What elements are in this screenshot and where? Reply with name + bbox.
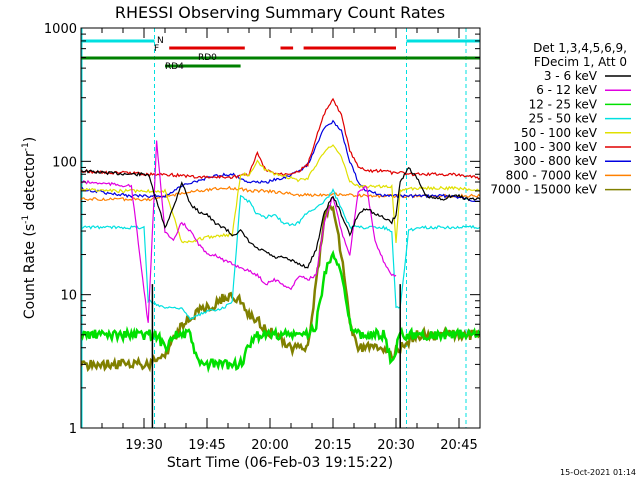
y-axis: 1 10 100 1000	[44, 22, 480, 437]
x-tick-label: 20:30	[377, 438, 414, 453]
y-tick-label: 1000	[44, 22, 77, 37]
x-tick-label: 20:00	[251, 438, 288, 453]
y-tick-label: 10	[60, 289, 77, 304]
series-line-100to300keV	[81, 97, 480, 180]
y-axis-label: Count Rate (s-1 detector-1)	[21, 137, 38, 319]
status-bar-label-rd4: RD4	[165, 62, 184, 72]
x-tick-label: 19:45	[188, 438, 225, 453]
series-line-300to800keV	[81, 119, 480, 203]
legend-entry-label: 100 - 300 keV	[513, 140, 597, 154]
series-line-12to25keV	[81, 249, 480, 374]
legend-entry-label: 12 - 25 keV	[529, 97, 598, 111]
x-tick-label: 20:45	[440, 438, 477, 453]
series-line-50to100keV	[81, 144, 480, 244]
series-line-25to50keV	[81, 188, 480, 321]
legend-entry-label: 800 - 7000 keV	[506, 168, 598, 182]
x-axis-label: Start Time (06-Feb-03 19:15:22)	[167, 455, 393, 471]
legend-header-line-1: Det 1,3,4,5,6,9,	[533, 41, 627, 55]
legend-entry-label: 6 - 12 keV	[536, 83, 598, 97]
series-line-3to6keV	[81, 167, 480, 269]
legend-entry-label: 300 - 800 keV	[513, 154, 597, 168]
legend-header-line-2: FDecim 1, Att 0	[534, 55, 627, 69]
plot-frame	[80, 27, 481, 429]
y-tick-label: 100	[52, 155, 77, 170]
status-bar-label-rd0: RD0	[198, 53, 217, 63]
x-tick-label: 20:15	[314, 438, 351, 453]
chart-title: RHESSI Observing Summary Count Rates	[115, 3, 445, 22]
y-tick-label: 1	[69, 422, 77, 437]
status-bar-label-f: F	[154, 44, 159, 54]
legend-entry-label: 7000 - 15000 keV	[490, 183, 597, 197]
x-tick-label: 19:30	[125, 438, 162, 453]
status-bar-label-n: N	[157, 36, 164, 46]
series-line-6to12keV	[81, 140, 397, 323]
legend-entry-label: 3 - 6 keV	[544, 69, 598, 83]
x-axis: 19:30 19:45 20:00 20:15 20:30 20:45	[80, 28, 481, 453]
legend-entry-label: 50 - 100 keV	[521, 126, 598, 140]
legend: Det 1,3,4,5,6,9, FDecim 1, Att 0 3 - 6 k…	[490, 41, 631, 197]
legend-entry-label: 25 - 50 keV	[529, 112, 598, 126]
footer-timestamp: 15-Oct-2021 01:14	[560, 468, 636, 477]
